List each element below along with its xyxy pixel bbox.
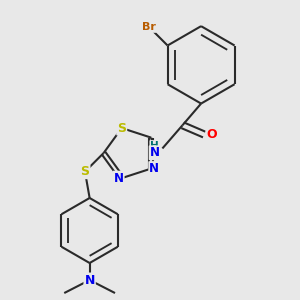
Text: N: N [84, 274, 95, 286]
Text: O: O [207, 128, 217, 141]
Text: Br: Br [142, 22, 156, 32]
Text: S: S [80, 165, 89, 178]
Text: N: N [114, 172, 124, 184]
Text: N: N [149, 162, 159, 175]
Text: N: N [150, 146, 160, 159]
Text: S: S [117, 122, 126, 135]
Text: H: H [150, 141, 159, 151]
